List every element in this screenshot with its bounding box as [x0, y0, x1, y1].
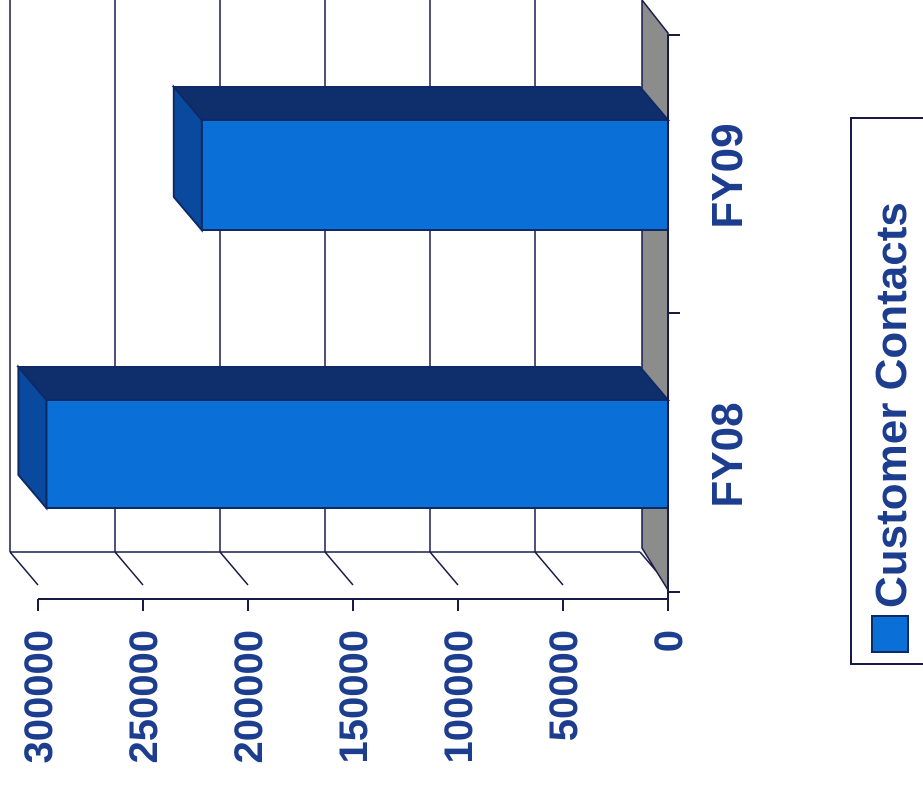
value-tick-label-250000: 250000: [122, 630, 166, 763]
value-tick-label-300000: 300000: [17, 630, 61, 763]
category-label-fy08: FY08: [703, 402, 752, 507]
legend-box: [850, 117, 923, 665]
grid-depth-250000: [114, 551, 144, 586]
bar-fy09-front: [200, 119, 670, 231]
bar-fy09-end: [172, 84, 203, 233]
legend-swatch: [871, 615, 909, 653]
bar-fy08-end: [17, 364, 48, 511]
value-axis: [37, 34, 680, 611]
bar-fy08-front: [45, 399, 669, 509]
bar-fy08-top: [16, 366, 671, 401]
bar-fy09-top: [171, 86, 671, 121]
value-tick-label-200000: 200000: [227, 630, 271, 763]
category-labels: FY08 FY09: [703, 123, 752, 507]
grid-depth-300000: [9, 551, 39, 586]
value-tick-label-150000: 150000: [332, 630, 376, 763]
legend: Customer Contacts: [850, 117, 923, 665]
grid-depth-100000: [429, 551, 459, 586]
value-tick-label-0: 0: [647, 630, 691, 652]
grid-depth-150000: [324, 551, 354, 586]
value-tick-label-50000: 50000: [542, 630, 586, 741]
grid-depth-50000: [534, 551, 564, 586]
legend-label-customer-contacts: Customer Contacts: [867, 202, 916, 608]
value-tick-labels: 0 50000 100000 150000 200000 250000 300000: [17, 630, 691, 763]
grid-depth-200000: [219, 551, 249, 586]
category-label-fy09: FY09: [703, 123, 752, 228]
value-tick-label-100000: 100000: [437, 630, 481, 763]
bars: [16, 84, 671, 511]
